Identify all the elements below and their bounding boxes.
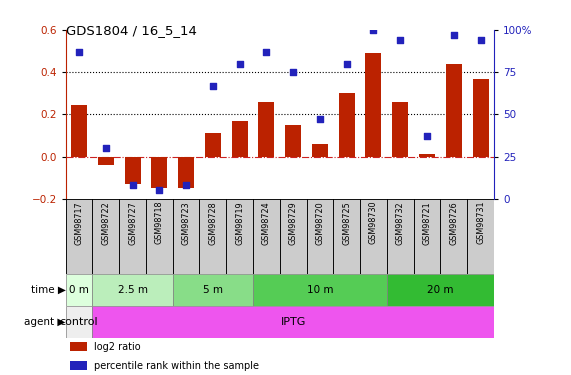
Text: GSM98731: GSM98731 (476, 201, 485, 244)
FancyBboxPatch shape (253, 199, 280, 274)
Text: 0 m: 0 m (69, 285, 89, 295)
Point (101, 145, 110, 151)
FancyBboxPatch shape (93, 274, 173, 306)
Bar (70, 342, 87, 351)
Point (288, 69, 297, 75)
Text: GSM98717: GSM98717 (75, 201, 83, 244)
Point (423, 134, 432, 140)
FancyBboxPatch shape (146, 199, 173, 274)
Text: GSM98723: GSM98723 (182, 201, 191, 244)
Text: 5 m: 5 m (203, 285, 223, 295)
FancyBboxPatch shape (66, 274, 93, 306)
Text: GSM98720: GSM98720 (315, 201, 324, 244)
Point (449, 32, 459, 38)
Text: 20 m: 20 m (427, 285, 453, 295)
FancyBboxPatch shape (253, 274, 387, 306)
Bar (473, 78, 489, 157)
Bar (151, 157, 167, 188)
Bar (124, 157, 140, 184)
Text: GSM98730: GSM98730 (369, 201, 378, 244)
FancyBboxPatch shape (280, 199, 307, 274)
FancyBboxPatch shape (93, 199, 119, 274)
Text: GSM98727: GSM98727 (128, 201, 137, 245)
Text: agent ▶: agent ▶ (25, 316, 66, 327)
Bar (71, 105, 87, 157)
Text: GSM98725: GSM98725 (342, 201, 351, 245)
FancyBboxPatch shape (387, 199, 413, 274)
Point (262, 49, 271, 55)
Text: percentile rank within the sample: percentile rank within the sample (94, 361, 259, 370)
FancyBboxPatch shape (226, 199, 253, 274)
Bar (446, 64, 462, 157)
Text: IPTG: IPTG (280, 316, 306, 327)
Text: GSM98721: GSM98721 (423, 201, 432, 244)
FancyBboxPatch shape (93, 306, 494, 338)
Text: GSM98719: GSM98719 (235, 201, 244, 244)
Text: time ▶: time ▶ (31, 285, 66, 295)
FancyBboxPatch shape (307, 199, 333, 274)
FancyBboxPatch shape (467, 199, 494, 274)
Bar (205, 134, 221, 157)
Bar (365, 53, 381, 157)
Bar (258, 102, 275, 157)
FancyBboxPatch shape (66, 199, 93, 274)
FancyBboxPatch shape (173, 199, 199, 274)
Bar (232, 121, 248, 157)
Text: 2.5 m: 2.5 m (118, 285, 147, 295)
Point (369, 27, 378, 33)
Point (182, 182, 191, 188)
Bar (339, 93, 355, 157)
Bar (285, 125, 301, 157)
Text: control: control (60, 316, 98, 327)
Point (74, 49, 83, 55)
Bar (98, 157, 114, 165)
FancyBboxPatch shape (440, 199, 467, 274)
Bar (392, 102, 408, 157)
Text: log2 ratio: log2 ratio (94, 342, 140, 352)
FancyBboxPatch shape (119, 199, 146, 274)
FancyBboxPatch shape (387, 274, 494, 306)
Bar (312, 144, 328, 157)
Point (235, 61, 244, 67)
Text: 10 m: 10 m (307, 285, 333, 295)
FancyBboxPatch shape (413, 199, 440, 274)
Text: GSM98732: GSM98732 (396, 201, 405, 244)
Text: GSM98718: GSM98718 (155, 201, 164, 244)
Point (128, 182, 137, 188)
Bar (178, 157, 194, 188)
FancyBboxPatch shape (199, 199, 226, 274)
FancyBboxPatch shape (360, 199, 387, 274)
Text: GSM98724: GSM98724 (262, 201, 271, 244)
Text: GDS1804 / 16_5_14: GDS1804 / 16_5_14 (66, 24, 196, 38)
FancyBboxPatch shape (173, 274, 253, 306)
Bar (70, 361, 87, 370)
Point (476, 37, 485, 43)
Text: GSM98729: GSM98729 (289, 201, 297, 245)
Point (208, 83, 218, 89)
Point (396, 37, 405, 43)
Point (155, 188, 164, 194)
Bar (419, 154, 435, 157)
Text: GSM98728: GSM98728 (208, 201, 218, 244)
Point (315, 116, 324, 122)
FancyBboxPatch shape (66, 306, 93, 338)
Text: GSM98726: GSM98726 (449, 201, 459, 244)
FancyBboxPatch shape (333, 199, 360, 274)
Point (342, 61, 351, 67)
Text: GSM98722: GSM98722 (101, 201, 110, 245)
